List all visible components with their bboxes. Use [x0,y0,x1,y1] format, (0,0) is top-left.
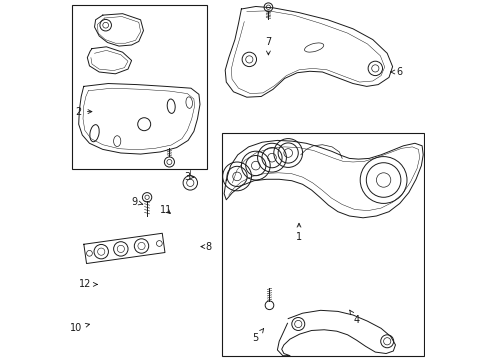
Text: 1: 1 [296,223,302,242]
Text: 7: 7 [265,37,271,55]
Text: 5: 5 [253,329,264,343]
Text: 8: 8 [201,242,211,252]
Bar [221,133,424,356]
Text: 9: 9 [131,197,143,207]
Text: 11: 11 [160,204,172,215]
Text: 3: 3 [184,172,194,182]
Text: 2: 2 [75,107,92,117]
Text: 12: 12 [78,279,97,289]
Text: 10: 10 [71,323,90,333]
Text: 6: 6 [391,67,403,77]
Bar [72,5,207,169]
Text: 4: 4 [350,310,360,325]
